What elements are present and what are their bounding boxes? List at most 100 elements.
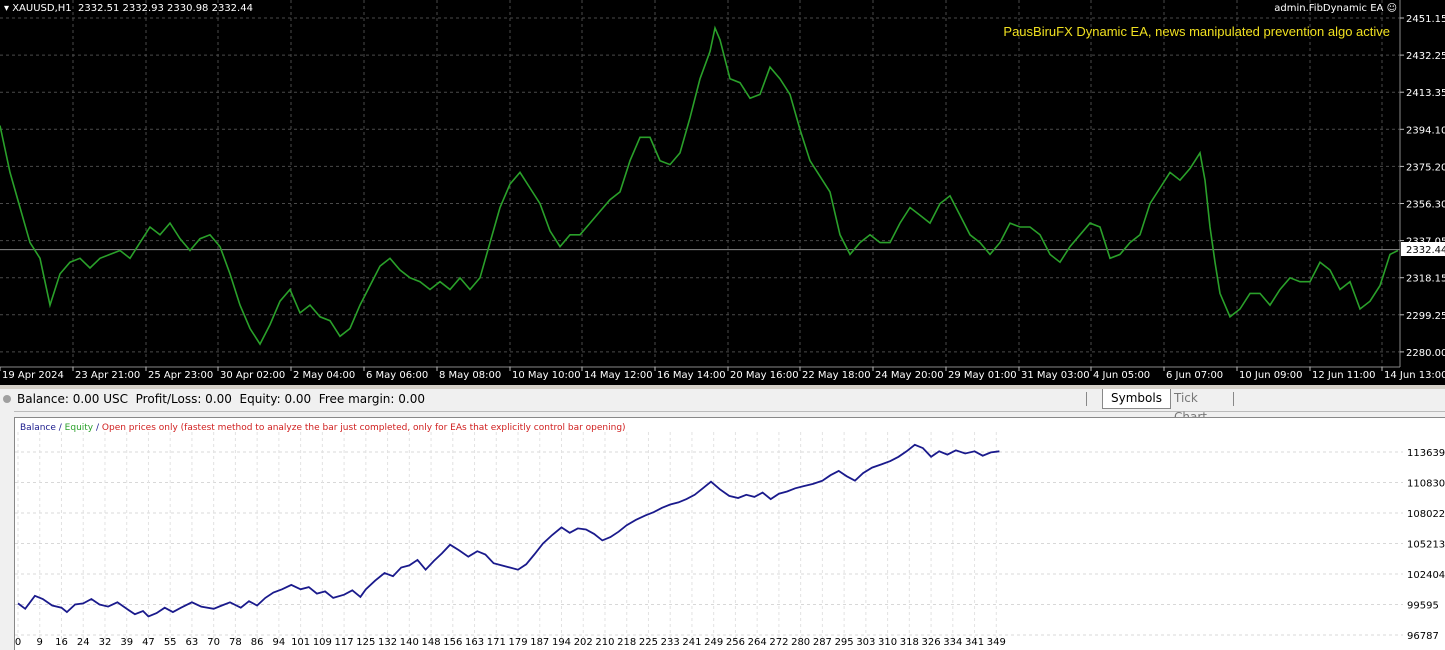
symbol-header: ▾ XAUUSD,H1 2332.51 2332.93 2330.98 2332… bbox=[4, 3, 253, 14]
deal-tick-label: 326 bbox=[922, 637, 941, 648]
price-candles bbox=[0, 25, 1399, 346]
deal-tick-label: 163 bbox=[465, 637, 484, 648]
price-chart-window[interactable]: 2451.15 2432.25 2413.35 2394.10 2375.20 2356.… bbox=[0, 0, 1445, 385]
time-tick-label: 31 May 03:00 bbox=[1021, 370, 1090, 381]
deal-tick-label: 194 bbox=[552, 637, 571, 648]
tab-symbols[interactable]: Symbols bbox=[1102, 389, 1171, 409]
strategy-tester-graph[interactable]: 113639 110830 108022 105213 102404 99595 96787… bbox=[14, 417, 1445, 650]
time-tick-label: 25 Apr 23:00 bbox=[148, 370, 213, 381]
price-tick-label: 2356.30 bbox=[1406, 200, 1445, 211]
deal-tick-label: 310 bbox=[878, 637, 897, 648]
deal-tick-label: 272 bbox=[769, 637, 788, 648]
deal-tick-label: 47 bbox=[142, 637, 155, 648]
balance-tick-label: 110830 bbox=[1407, 479, 1445, 490]
price-tick-label: 2432.25 bbox=[1406, 51, 1445, 62]
window-splitter[interactable] bbox=[0, 385, 1445, 389]
deal-tick-label: 63 bbox=[186, 637, 199, 648]
deal-tick-label: 148 bbox=[422, 637, 441, 648]
balance-tick-label: 105213 bbox=[1407, 540, 1445, 551]
deal-tick-label: 109 bbox=[313, 637, 332, 648]
deal-tick-label: 24 bbox=[77, 637, 90, 648]
time-tick-label: 30 Apr 02:00 bbox=[220, 370, 285, 381]
deal-tick-label: 16 bbox=[55, 637, 68, 648]
balance-tick-label: 96787 bbox=[1407, 631, 1439, 642]
deal-tick-label: 70 bbox=[207, 637, 220, 648]
price-tick-label: 2451.15 bbox=[1406, 14, 1445, 25]
time-tick-label: 2 May 04:00 bbox=[293, 370, 355, 381]
deal-tick-label: 349 bbox=[987, 637, 1006, 648]
time-tick-label: 10 May 10:00 bbox=[512, 370, 581, 381]
deal-tick-label: 287 bbox=[813, 637, 832, 648]
legend-separator: / bbox=[93, 423, 102, 433]
time-tick-label: 24 May 20:00 bbox=[875, 370, 944, 381]
deal-tick-label: 156 bbox=[443, 637, 462, 648]
balance-chart[interactable]: 113639 110830 108022 105213 102404 99595 96787… bbox=[15, 418, 1445, 650]
price-axis: 2451.15 2432.25 2413.35 2394.10 2375.20 2356.… bbox=[1400, 14, 1445, 359]
balance-tick-label: 102404 bbox=[1407, 570, 1445, 581]
left-strip bbox=[0, 411, 14, 649]
time-tick-label: 14 May 12:00 bbox=[584, 370, 653, 381]
price-tick-label: 2375.20 bbox=[1406, 162, 1445, 173]
deal-tick-label: 225 bbox=[639, 637, 658, 648]
time-tick-label: 6 May 06:00 bbox=[366, 370, 428, 381]
balance-axis: 113639 110830 108022 105213 102404 99595 96787 bbox=[1407, 448, 1445, 642]
price-tick-label: 2280.00 bbox=[1406, 348, 1445, 359]
deal-tick-label: 218 bbox=[617, 637, 636, 648]
chart-legend: Balance / Equity / Open prices only (fas… bbox=[20, 423, 626, 433]
account-bar: Balance: 0.00 USC Profit/Loss: 0.00 Equi… bbox=[0, 389, 1445, 424]
balance-tick-label: 108022 bbox=[1407, 509, 1445, 520]
ea-annotation: PausBiruFX Dynamic EA, news manipulated … bbox=[1003, 24, 1390, 39]
ea-name-label[interactable]: admin.FibDynamic EA ☺ bbox=[1274, 3, 1397, 14]
deal-tick-label: 78 bbox=[229, 637, 242, 648]
price-tick-label: 2318.15 bbox=[1406, 274, 1445, 285]
deal-tick-label: 303 bbox=[856, 637, 875, 648]
deal-tick-label: 202 bbox=[574, 637, 593, 648]
time-tick-label: 19 Apr 2024 bbox=[2, 370, 64, 381]
deal-tick-label: 334 bbox=[943, 637, 962, 648]
deal-tick-label: 187 bbox=[530, 637, 549, 648]
time-tick-label: 4 Jun 05:00 bbox=[1093, 370, 1150, 381]
ea-name-text: admin.FibDynamic EA bbox=[1274, 3, 1384, 14]
price-chart[interactable]: 2451.15 2432.25 2413.35 2394.10 2375.20 2356.… bbox=[0, 0, 1445, 385]
tab-divider bbox=[1086, 392, 1087, 406]
deal-axis: 0 9 16 24 32 39 47 55 63 70 78 86 94 101 109 117 125 132 1… bbox=[15, 637, 1006, 648]
deal-tick-label: 171 bbox=[487, 637, 506, 648]
deal-tick-label: 280 bbox=[791, 637, 810, 648]
balance-tick-label: 99595 bbox=[1407, 601, 1439, 612]
legend-equity: Equity bbox=[64, 423, 94, 433]
deal-tick-label: 55 bbox=[164, 637, 177, 648]
deal-tick-label: 140 bbox=[400, 637, 419, 648]
deal-tick-label: 249 bbox=[704, 637, 723, 648]
deal-tick-label: 117 bbox=[335, 637, 354, 648]
balance-tick-label: 113639 bbox=[1407, 448, 1445, 459]
current-price-label: 2332.44 bbox=[1406, 245, 1445, 256]
time-tick-label: 14 Jun 13:00 bbox=[1384, 370, 1445, 381]
legend-note: Open prices only (fastest method to anal… bbox=[101, 423, 626, 433]
deal-tick-label: 125 bbox=[356, 637, 375, 648]
deal-tick-label: 32 bbox=[99, 637, 112, 648]
deal-tick-label: 0 bbox=[15, 637, 21, 648]
time-tick-label: 10 Jun 09:00 bbox=[1239, 370, 1303, 381]
symbol-header-text: XAUUSD,H1 2332.51 2332.93 2330.98 2332.4… bbox=[12, 3, 253, 14]
price-tick-label: 2394.10 bbox=[1406, 125, 1445, 136]
deal-tick-label: 295 bbox=[835, 637, 854, 648]
time-tick-label: 29 May 01:00 bbox=[948, 370, 1017, 381]
deal-tick-label: 179 bbox=[508, 637, 527, 648]
time-tick-label: 20 May 16:00 bbox=[730, 370, 799, 381]
deal-tick-label: 9 bbox=[37, 637, 43, 648]
deal-tick-label: 210 bbox=[595, 637, 614, 648]
balance-grid bbox=[15, 432, 1403, 641]
account-info: Balance: 0.00 USC Profit/Loss: 0.00 Equi… bbox=[17, 392, 425, 406]
tab-divider bbox=[1233, 392, 1234, 406]
current-price-box bbox=[1401, 242, 1445, 256]
deal-tick-label: 241 bbox=[682, 637, 701, 648]
price-tick-label: 2413.35 bbox=[1406, 88, 1445, 99]
time-tick-label: 16 May 14:00 bbox=[657, 370, 726, 381]
price-tick-label: 2299.25 bbox=[1406, 311, 1445, 322]
deal-tick-label: 318 bbox=[900, 637, 919, 648]
tab-tick-chart[interactable]: Tick Chart bbox=[1174, 391, 1207, 424]
deal-tick-label: 256 bbox=[726, 637, 745, 648]
smiley-icon: ☺ bbox=[1386, 3, 1397, 14]
deal-tick-label: 341 bbox=[965, 637, 984, 648]
time-axis: 19 Apr 2024 23 Apr 21:00 25 Apr 23:00 30 Ap… bbox=[0, 367, 1445, 381]
